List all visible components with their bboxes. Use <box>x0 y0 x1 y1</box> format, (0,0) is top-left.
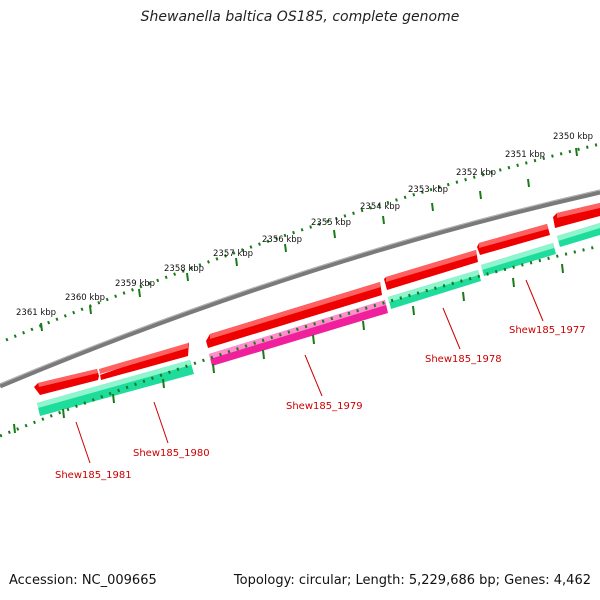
forward-strand-genes <box>34 203 600 395</box>
gene-label: Shew185_1978 <box>425 354 502 365</box>
scale-label: 2359 kbp <box>115 279 155 289</box>
gene-label: Shew185_1977 <box>509 325 586 336</box>
accession-text: Accession: NC_009665 <box>9 573 157 588</box>
scale-label: 2361 kbp <box>16 308 56 318</box>
scale-label: 2350 kbp <box>553 132 593 142</box>
gene-label: Shew185_1980 <box>133 448 210 459</box>
inner-major-ticks <box>13 263 564 434</box>
genome-backbone <box>0 189 600 389</box>
genome-summary-text: Topology: circular; Length: 5,229,686 bp… <box>233 573 591 588</box>
outer-major-ticks <box>40 147 578 332</box>
scale-label: 2355 kbp <box>311 218 351 228</box>
scale-label: 2360 kbp <box>65 293 105 303</box>
scale-labels: 2361 kbp 2360 kbp 2359 kbp 2358 kbp 2357… <box>16 132 593 318</box>
inner-tick-ruler <box>0 244 600 438</box>
scale-label: 2354 kbp <box>360 202 400 212</box>
gene-label: Shew185_1979 <box>286 401 363 412</box>
scale-label: 2351 kbp <box>505 150 545 160</box>
label-leaders <box>75 279 544 464</box>
scale-label: 2358 kbp <box>164 264 204 274</box>
scale-label: 2353 kbp <box>408 185 448 195</box>
gene-label: Shew185_1981 <box>55 470 132 481</box>
map-title: Shewanella baltica OS185, complete genom… <box>140 9 460 25</box>
scale-label: 2357 kbp <box>213 249 253 259</box>
scale-label: 2352 kbp <box>456 168 496 178</box>
gene-labels: Shew185_1981 Shew185_1980 Shew185_1979 S… <box>55 325 586 481</box>
scale-label: 2356 kbp <box>262 235 302 245</box>
outer-tick-ruler <box>5 142 600 342</box>
